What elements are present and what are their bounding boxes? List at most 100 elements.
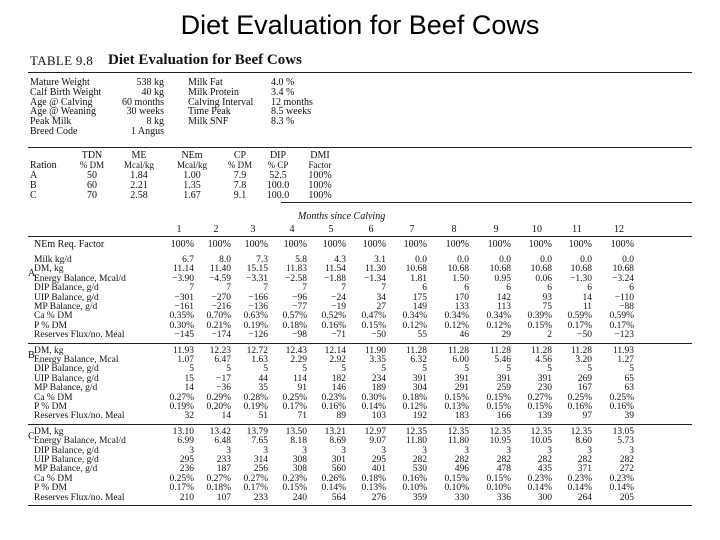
row-value: 0.70%	[206, 311, 231, 322]
row-value: 5	[226, 364, 231, 375]
row-label: DIP Balance, g/d	[34, 445, 99, 456]
row-value: 0.12%	[486, 320, 511, 331]
row-value: 182	[331, 373, 346, 384]
row-value: 301	[331, 455, 346, 465]
row-value: 295	[371, 455, 386, 465]
param-value: 538 kg	[136, 77, 165, 88]
row-value: −110	[614, 292, 634, 303]
row-value: 5	[464, 364, 469, 375]
param-value: 8 kg	[146, 116, 165, 128]
nem-factor-value: 100%	[362, 239, 386, 250]
ration-cell: 100%	[308, 189, 332, 201]
row-value: 6	[506, 283, 511, 294]
row-label: Ca % DM	[34, 311, 73, 322]
ration-header: TDN	[81, 150, 103, 161]
row-value: −174	[211, 330, 231, 341]
row-value: 5.73	[617, 436, 634, 447]
row-value: 10.68	[530, 264, 552, 275]
row-value: 0.25%	[282, 392, 307, 403]
row-value: 0.14%	[527, 483, 552, 494]
row-value: 282	[412, 455, 427, 465]
row-value: 3	[226, 445, 231, 456]
row-value: 5	[629, 364, 634, 375]
row-value: 6.48	[214, 436, 231, 447]
ration-code: C	[28, 430, 35, 442]
row-value: 391	[537, 373, 552, 384]
row-value: 308	[292, 464, 307, 475]
row-value: 240	[292, 492, 307, 503]
ration-header-unit: Mcal/kg	[177, 160, 207, 170]
ration-cell: 7.8	[233, 179, 247, 191]
row-value: 10.68	[612, 264, 634, 275]
row-value: 51	[258, 411, 269, 422]
row-value: 0.10%	[402, 483, 427, 494]
row-value: 0.23%	[609, 473, 634, 484]
month-header: 6	[368, 224, 374, 235]
row-value: −50	[371, 330, 386, 341]
row-value: 14	[582, 292, 593, 303]
row-value: 11.28	[570, 345, 592, 356]
row-value: 1.27	[617, 355, 634, 365]
row-value: 230	[537, 383, 552, 394]
month-header: 5	[328, 224, 334, 235]
ration-code: A	[28, 268, 36, 280]
row-value: 8.18	[290, 436, 307, 447]
row-value: 2	[547, 330, 552, 341]
row-value: 11	[582, 302, 592, 312]
ration-header-unit: % DM	[79, 160, 105, 170]
param-label: Calving Interval	[188, 96, 254, 108]
row-value: 29	[501, 330, 512, 341]
row-label: MP Balance, g/d	[34, 302, 98, 312]
row-value: 13.05	[612, 426, 634, 437]
param-value: 40 kg	[141, 86, 165, 98]
param-label: Milk SNF	[188, 116, 229, 128]
scanned-table: TABLE 9.8 Diet Evaluation for Beef Cows …	[26, 50, 694, 540]
row-value: 1.63	[251, 355, 268, 365]
nem-factor-value: 100%	[283, 239, 307, 250]
ration-header: CP	[233, 150, 247, 161]
row-value: 46	[459, 330, 470, 341]
row-value: 97	[582, 411, 593, 422]
row-value: 0.95	[494, 273, 511, 284]
row-value: 35	[258, 383, 269, 394]
row-value: 0.17%	[169, 483, 194, 494]
row-value: 11.80	[405, 436, 427, 447]
row-value: 6.00	[452, 355, 469, 365]
row-value: −24	[331, 292, 346, 303]
nem-factor-value: 100%	[207, 239, 231, 250]
row-value: 259	[496, 383, 511, 394]
month-header: 8	[451, 224, 457, 235]
ration-cell: 1.00	[183, 170, 201, 181]
nem-factor-value: 100%	[445, 239, 469, 250]
row-value: 7	[381, 283, 386, 294]
rule	[28, 423, 692, 425]
nem-factor-value: 100%	[244, 239, 268, 250]
row-value: 478	[496, 464, 511, 475]
row-value: 560	[331, 464, 346, 475]
row-value: −3.24	[612, 273, 634, 284]
row-value: 12.35	[489, 426, 511, 437]
row-value: 0.13%	[444, 402, 469, 412]
nem-factor-label: NEm Req. Factor	[34, 239, 105, 250]
row-value: 272	[619, 464, 634, 475]
nem-factor-value: 100%	[610, 239, 634, 250]
row-value: 142	[496, 292, 511, 303]
row-value: −98	[292, 330, 307, 341]
row-value: 6	[587, 283, 592, 294]
row-value: 3	[341, 445, 346, 456]
nem-factor-value: 100%	[568, 239, 592, 250]
row-value: 0.14%	[321, 483, 346, 494]
row-value: 391	[454, 373, 469, 384]
row-value: 6.7	[182, 255, 194, 265]
row-value: 10.68	[447, 264, 469, 275]
row-value: 256	[253, 464, 268, 475]
row-value: 496	[454, 464, 469, 475]
param-label: Time Peak	[188, 106, 231, 118]
row-value: 7.65	[251, 436, 268, 447]
ration-header: DIP	[269, 150, 287, 161]
row-value: 12.35	[405, 426, 427, 437]
row-value: 6.47	[214, 355, 231, 365]
row-value: 0.14%	[609, 483, 634, 494]
row-value: 0.16%	[402, 473, 427, 484]
row-value: 0.27%	[527, 392, 552, 403]
